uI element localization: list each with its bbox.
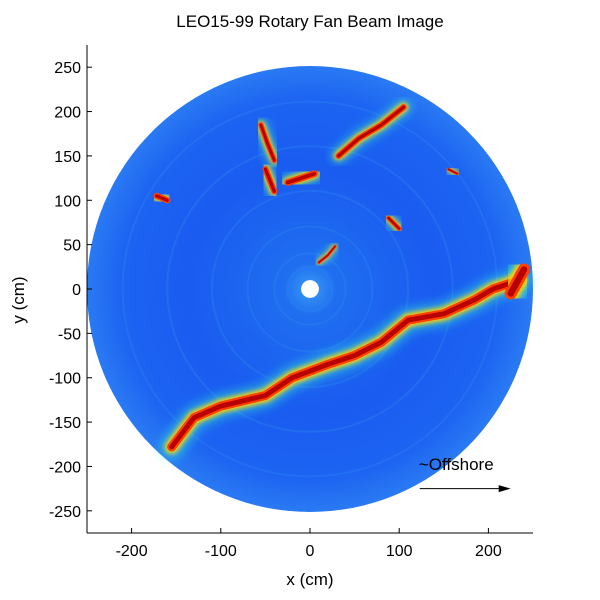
feature-ridges xyxy=(152,102,534,454)
ridge-end xyxy=(507,266,528,297)
offshore-annotation: ~Offshore xyxy=(419,455,494,474)
x-tick-label: 100 xyxy=(386,543,413,560)
annotations: ~Offshore xyxy=(419,455,511,493)
sonar-ring xyxy=(166,145,454,433)
center-left-blob xyxy=(263,167,276,194)
y-tick-label: 50 xyxy=(63,238,81,255)
y-tick-label: -50 xyxy=(58,326,81,343)
faint-right-dot xyxy=(447,168,459,175)
y-tick-label: 100 xyxy=(54,193,81,210)
sonar-ring xyxy=(286,265,334,313)
plot-area xyxy=(87,66,540,512)
near-center xyxy=(318,245,336,264)
y-axis-label: y (cm) xyxy=(9,276,28,323)
x-tick-label: 200 xyxy=(475,543,502,560)
y-tick-label: -250 xyxy=(49,504,81,521)
y-tick-label: 250 xyxy=(54,60,81,77)
y-tick-label: -150 xyxy=(49,415,81,432)
x-tick-label: -100 xyxy=(205,543,237,560)
x-ticks: -200 -100 0 100 200 xyxy=(116,528,502,560)
chart-title: LEO15-99 Rotary Fan Beam Image xyxy=(176,12,443,31)
sand-ridge xyxy=(169,277,523,450)
upper-right-streak xyxy=(336,105,406,158)
y-ticks: -250 -200 -150 -100 -50 0 50 100 150 200 250 xyxy=(49,60,92,521)
x-axis-label: x (cm) xyxy=(286,570,333,589)
x-tick-label: -200 xyxy=(116,543,148,560)
y-tick-label: 0 xyxy=(72,282,81,299)
y-tick-label: 200 xyxy=(54,105,81,122)
center-blob xyxy=(285,171,317,185)
center-hole xyxy=(301,280,319,298)
y-tick-label: -100 xyxy=(49,371,81,388)
sonar-ring xyxy=(210,189,410,389)
far-left-spot xyxy=(154,194,169,202)
y-tick-label: -200 xyxy=(49,459,81,476)
y-tick-label: 150 xyxy=(54,149,81,166)
axes: -200 -100 0 100 200 -250 -200 -150 -100 -50 0 50 10… xyxy=(49,45,533,560)
offshore-arrow-head xyxy=(498,485,511,493)
right-spot xyxy=(387,216,401,230)
sonar-ring xyxy=(246,225,374,353)
sonar-ring xyxy=(273,252,347,326)
x-tick-label: 0 xyxy=(306,543,315,560)
upper-left-streak xyxy=(259,123,276,162)
